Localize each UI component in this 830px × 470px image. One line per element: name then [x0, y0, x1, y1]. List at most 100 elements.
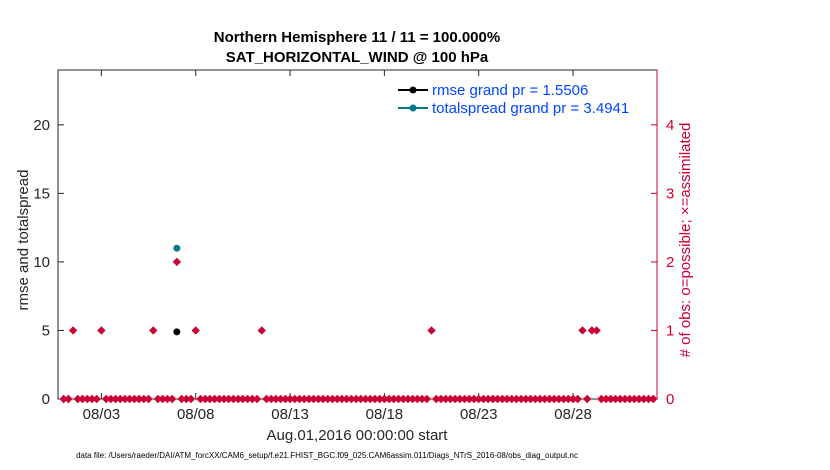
obs-count-point: [356, 394, 366, 404]
obs-count-point: [436, 394, 446, 404]
obs-count-point: [380, 394, 389, 404]
obs-count-point: [483, 394, 493, 404]
obs-count-point: [540, 394, 549, 404]
legend-totalspread-label: totalspread grand pr = 3.4941: [432, 100, 629, 117]
obs-count-point: [153, 394, 163, 404]
obs-count-point: [370, 394, 380, 404]
obs-count-point: [149, 326, 158, 335]
obs-count-point: [111, 394, 120, 404]
y-axis-ticks-right: 0 1 2 3 4: [651, 70, 674, 408]
obs-count-point: [573, 394, 582, 404]
obs-count-point: [408, 394, 417, 404]
obs-count-point: [545, 394, 554, 404]
obs-count-point: [73, 394, 83, 404]
obs-count-point: [446, 394, 455, 404]
obs-count-point: [450, 394, 460, 404]
obs-count-point: [238, 394, 248, 404]
obs-count-point: [314, 394, 323, 404]
chart-subtitle: SAT_HORIZONTAL_WIND @ 100 hPa: [226, 49, 489, 66]
x-tick-label: 08/28: [554, 406, 592, 423]
obs-count-point: [488, 394, 498, 404]
y-tick-label: 20: [33, 117, 50, 134]
obs-count-point: [521, 394, 531, 404]
obs-count-point: [644, 394, 653, 404]
obs-count-point: [422, 394, 432, 404]
plot-area: [57, 69, 658, 400]
legend-rmse-marker: [409, 86, 417, 94]
obs-count-point: [389, 394, 399, 404]
obs-count-point: [130, 394, 139, 404]
obs-count-point: [224, 394, 233, 404]
obs-count-point: [59, 394, 68, 404]
data-file-footer: data file: /Users/raeder/DAI/ATM_forcXX/…: [76, 451, 578, 460]
obs-count-point: [549, 394, 559, 404]
obs-count-point: [300, 394, 309, 404]
obs-count-point: [285, 394, 295, 404]
totalspread-point: [173, 244, 181, 252]
obs-count-point: [578, 326, 587, 335]
obs-count-point: [417, 394, 427, 404]
x-tick-label: 08/23: [460, 406, 498, 423]
obs-count-point: [535, 394, 545, 404]
y-axis-label-left: rmse and totalspread: [15, 170, 32, 311]
y-tick-label: 5: [42, 322, 50, 339]
obs-count-point: [625, 394, 634, 404]
legend-totalspread-marker: [409, 104, 417, 112]
obs-count-point: [318, 394, 328, 404]
x-tick-label: 08/08: [177, 406, 215, 423]
obs-count-point: [78, 394, 87, 404]
x-axis-label: Aug.01,2016 00:00:00 start: [267, 427, 449, 444]
y-tick-label: 10: [33, 254, 50, 271]
obs-count-point: [167, 394, 177, 404]
obs-count-point: [465, 394, 474, 404]
obs-count-point: [215, 394, 224, 404]
obs-count-point: [144, 394, 153, 404]
obs-count-point: [186, 394, 196, 404]
obs-count-point: [347, 394, 356, 404]
obs-count-point: [630, 394, 639, 404]
obs-count-point: [639, 394, 648, 404]
obs-count-point: [516, 394, 526, 404]
obs-count-point: [295, 394, 304, 404]
obs-count-point: [333, 394, 342, 404]
obs-count-point: [649, 394, 658, 404]
obs-count-point: [309, 394, 318, 404]
obs-count-point: [413, 394, 422, 404]
obs-count-point: [460, 394, 469, 404]
obs-count-point: [502, 394, 512, 404]
obs-count-point: [507, 394, 516, 404]
obs-count-point: [568, 394, 578, 404]
chart-title: Northern Hemisphere 11 / 11 = 100.000%: [214, 29, 500, 46]
rmse-point: [173, 328, 181, 336]
y-axis-label-right: # of obs: o=possible; ×=assimilated: [677, 123, 694, 358]
obs-count-point: [139, 394, 149, 404]
obs-count-point: [64, 394, 73, 404]
obs-count-point: [403, 394, 413, 404]
y-tick-label-right: 1: [666, 322, 674, 339]
obs-count-point: [592, 326, 601, 335]
y-tick-label-right: 4: [666, 117, 674, 134]
x-axis-ticks: 08/03 08/08 08/13 08/18 08/23 08/28: [83, 70, 592, 423]
obs-count-point: [92, 394, 101, 404]
obs-count-point: [361, 394, 370, 404]
obs-count-point: [304, 394, 314, 404]
obs-count-point: [120, 394, 130, 404]
obs-count-point: [134, 394, 144, 404]
obs-count-point: [337, 394, 347, 404]
obs-count-point: [606, 394, 615, 404]
legend-rmse-label: rmse grand pr = 1.5506: [432, 82, 588, 99]
obs-count-point: [587, 326, 597, 335]
obs-count-point: [399, 394, 408, 404]
obs-count-point: [290, 394, 299, 404]
obs-count-point: [257, 326, 266, 335]
obs-count-point: [634, 394, 644, 404]
obs-count-point: [233, 394, 243, 404]
obs-count-point: [342, 394, 351, 404]
obs-count-point: [182, 394, 191, 404]
obs-count-point: [83, 394, 92, 404]
obs-count-point: [87, 394, 97, 404]
obs-count-point: [469, 394, 479, 404]
obs-count-point: [375, 394, 384, 404]
x-tick-label: 08/18: [366, 406, 404, 423]
